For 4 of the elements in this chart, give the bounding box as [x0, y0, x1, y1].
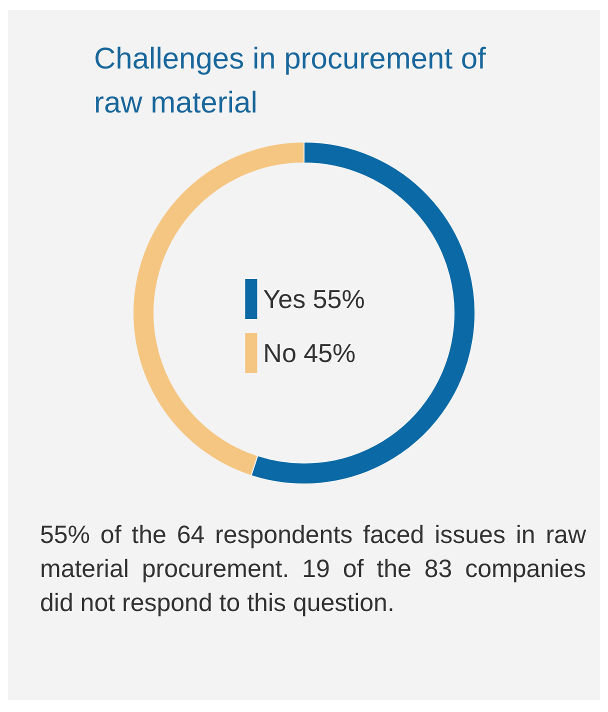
- legend-label: Yes 55%: [263, 284, 365, 314]
- legend-label: No 45%: [263, 338, 356, 368]
- text: 55% of the 64 respondents faced issues in raw material procurement. 19 of the 83 companies did not respond to this question.: [40, 520, 586, 619]
- chart-title: Challenges in procurement of raw material: [94, 42, 494, 120]
